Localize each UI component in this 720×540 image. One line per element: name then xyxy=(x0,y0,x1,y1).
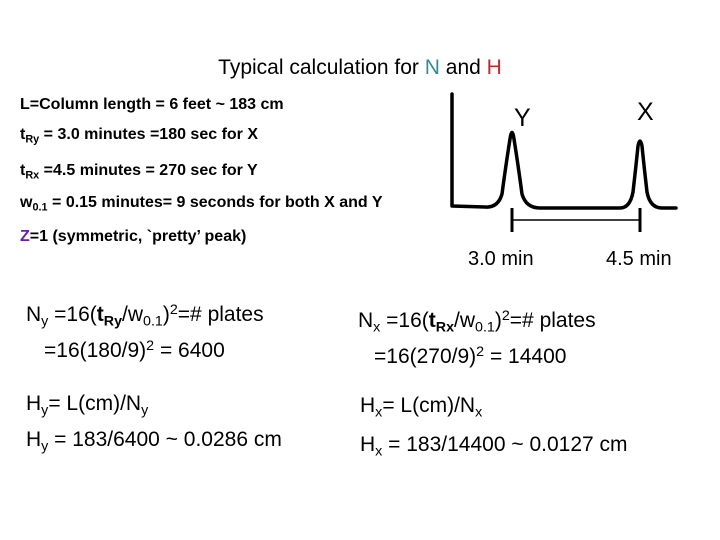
peak-y-label: Y xyxy=(514,104,531,132)
plate-height-value-x: Hx = 183/14400 ~ 0.0127 cm xyxy=(360,433,628,460)
peak-x-label: X xyxy=(637,98,654,126)
plates-formula-x: Nx =16(tRx/w0.1)2=# plates xyxy=(358,308,596,336)
chromatogram-trace xyxy=(450,92,678,210)
plate-height-formula-x: Hx= L(cm)/Nx xyxy=(360,394,483,421)
slide-title: Typical calculation for N and H xyxy=(218,56,502,79)
title-h: H xyxy=(486,56,502,79)
retention-time-y: tRy = 3.0 minutes =180 sec for X xyxy=(20,126,259,146)
plate-height-value-y: Hy = 183/6400 ~ 0.0286 cm xyxy=(26,428,282,455)
time-label-x: 4.5 min xyxy=(606,248,672,270)
time-label-y: 3.0 min xyxy=(468,248,534,270)
peak-width: w0.1 = 0.15 minutes= 9 seconds for both … xyxy=(20,194,383,214)
plates-value-x: =16(270/9)2 = 14400 xyxy=(374,344,567,369)
chromatogram-figure xyxy=(450,92,678,232)
plate-height-formula-y: Hy= L(cm)/Ny xyxy=(26,392,149,419)
title-n: N xyxy=(424,56,440,79)
symmetry-factor: Z=1 (symmetric, `pretty’ peak) xyxy=(20,228,247,245)
column-length: L=Column length = 6 feet ~ 183 cm xyxy=(20,96,284,113)
plates-value-y: =16(180/9)2 = 6400 xyxy=(44,338,225,363)
plates-formula-y: Ny =16(tRy/w0.1)2=# plates xyxy=(26,302,264,330)
retention-time-x: tRx =4.5 minutes = 270 sec for Y xyxy=(20,162,258,182)
